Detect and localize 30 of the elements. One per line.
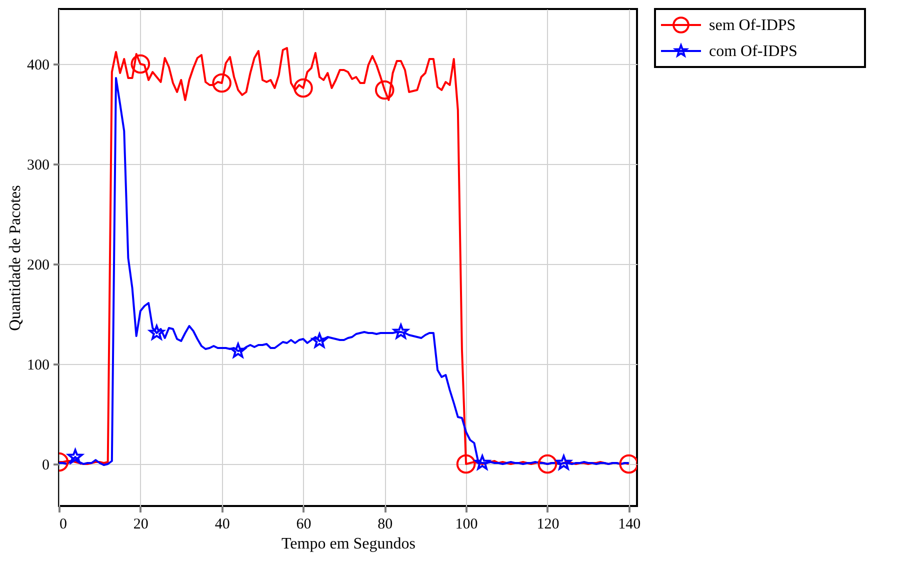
point [393, 324, 409, 339]
point [230, 342, 246, 358]
point [148, 324, 164, 340]
point [556, 454, 572, 470]
legend-label: sem Of-IDPS [709, 17, 796, 34]
point [130, 54, 150, 74]
y-tick-label: 400 [27, 58, 50, 74]
x-tick-label: 140 [618, 516, 641, 532]
point [538, 454, 558, 474]
x-axis-title: Tempo em Segundos [282, 536, 416, 552]
point [294, 78, 313, 98]
point [456, 454, 476, 474]
x-tick-label: 40 [214, 516, 230, 532]
y-tick-label: 0 [42, 458, 50, 474]
x-tick-label: 0 [60, 516, 67, 532]
x-tick-label: 80 [378, 516, 393, 532]
x-tick-label: 20 [133, 516, 148, 532]
x-tick-label: 60 [296, 516, 312, 532]
x-tick-label: 100 [455, 516, 478, 532]
point [212, 73, 232, 93]
legend-label: com Of-IDPS [709, 43, 798, 60]
y-tick-label: 300 [27, 158, 50, 174]
point [312, 332, 328, 348]
y-tick-label: 100 [27, 358, 50, 374]
point [474, 454, 490, 470]
point [68, 448, 84, 464]
y-axis-title: Quantidade de Pacotes [7, 185, 24, 331]
point [374, 80, 394, 100]
x-tick-label: 120 [536, 516, 560, 532]
y-tick-label: 200 [27, 258, 50, 274]
